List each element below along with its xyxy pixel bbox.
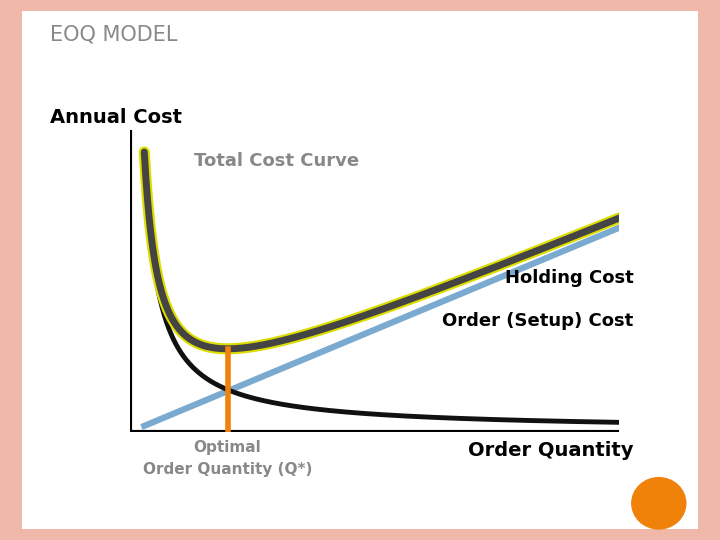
Text: Optimal: Optimal [194,440,261,455]
Text: Order Quantity (Q*): Order Quantity (Q*) [143,462,312,477]
Text: Order Quantity: Order Quantity [468,441,634,461]
Text: Total Cost Curve: Total Cost Curve [194,152,359,170]
Text: Annual Cost: Annual Cost [50,108,182,127]
Text: Holding Cost: Holding Cost [505,269,634,287]
Text: Order (Setup) Cost: Order (Setup) Cost [442,312,634,330]
Text: EOQ MODEL: EOQ MODEL [50,24,178,44]
